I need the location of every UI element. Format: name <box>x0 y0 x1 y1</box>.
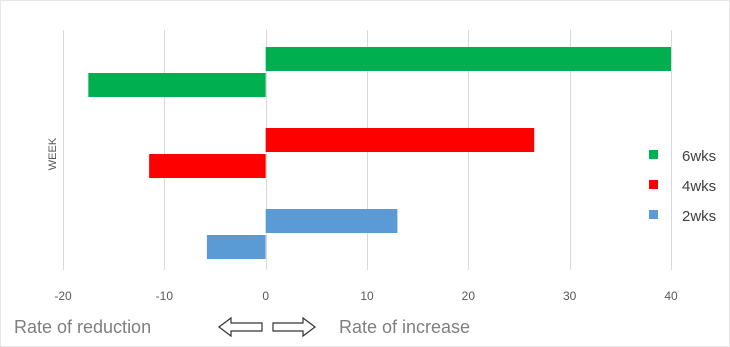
bar-4wks-reduction <box>149 154 266 178</box>
legend: 6wks 4wks 2wks <box>649 148 716 225</box>
legend-swatch <box>649 210 658 219</box>
legend-label: 4wks <box>682 178 716 195</box>
y-axis-label: WEEK <box>47 137 59 170</box>
x-tick-label: 10 <box>360 289 374 303</box>
left-arrow-icon <box>218 316 263 338</box>
x-tick-label: 40 <box>664 289 678 303</box>
legend-swatch <box>649 180 658 189</box>
right-arrow-icon <box>272 316 316 338</box>
bars <box>88 47 671 259</box>
bar-2wks-increase <box>265 209 398 233</box>
x-tick-label: -10 <box>156 289 174 303</box>
bar-4wks-increase <box>265 128 535 152</box>
bar-6wks-reduction <box>88 73 266 97</box>
x-tick-label: 0 <box>262 289 269 303</box>
x-tick-label: 30 <box>563 289 577 303</box>
rate-of-increase-label: Rate of increase <box>339 317 471 337</box>
bar-2wks-reduction <box>206 235 266 259</box>
legend-label: 2wks <box>682 208 716 225</box>
x-axis-ticks: -20 -10 0 10 20 30 40 <box>54 289 678 303</box>
legend-swatch <box>649 150 658 159</box>
legend-label: 6wks <box>682 148 716 165</box>
bar-6wks-increase <box>265 47 671 71</box>
x-tick-label: 20 <box>462 289 476 303</box>
rate-of-reduction-label: Rate of reduction <box>14 317 152 337</box>
x-tick-label: -20 <box>54 289 72 303</box>
